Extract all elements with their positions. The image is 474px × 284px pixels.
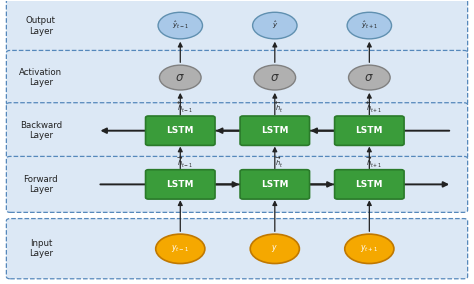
Text: $\sigma$: $\sigma$ xyxy=(175,71,185,84)
FancyBboxPatch shape xyxy=(6,103,468,159)
Text: $\hat{y}_{t-1}$: $\hat{y}_{t-1}$ xyxy=(172,20,189,31)
Text: Forward
Layer: Forward Layer xyxy=(24,175,58,194)
Circle shape xyxy=(158,12,202,39)
FancyBboxPatch shape xyxy=(240,116,310,145)
Text: $y_{t+1}$: $y_{t+1}$ xyxy=(360,243,378,254)
Text: Activation
Layer: Activation Layer xyxy=(19,68,63,87)
Circle shape xyxy=(348,65,390,90)
Text: LSTM: LSTM xyxy=(261,126,289,135)
Text: Backward
Layer: Backward Layer xyxy=(20,121,62,140)
FancyBboxPatch shape xyxy=(335,116,404,145)
FancyBboxPatch shape xyxy=(6,0,468,53)
FancyBboxPatch shape xyxy=(6,219,468,279)
FancyBboxPatch shape xyxy=(6,156,468,212)
Text: $\overleftarrow{h}_{t}$: $\overleftarrow{h}_{t}$ xyxy=(275,101,283,115)
Circle shape xyxy=(253,12,297,39)
Text: $\overleftarrow{h}_{t+1}$: $\overleftarrow{h}_{t+1}$ xyxy=(366,101,382,115)
FancyBboxPatch shape xyxy=(240,170,310,199)
Circle shape xyxy=(347,12,392,39)
Text: LSTM: LSTM xyxy=(356,126,383,135)
Circle shape xyxy=(254,65,296,90)
Text: Output
Layer: Output Layer xyxy=(26,16,56,36)
Text: LSTM: LSTM xyxy=(356,180,383,189)
Text: $\overrightarrow{h}_{t-1}$: $\overrightarrow{h}_{t-1}$ xyxy=(177,156,193,170)
Circle shape xyxy=(159,65,201,90)
Text: $\sigma$: $\sigma$ xyxy=(270,71,280,84)
Text: $y$: $y$ xyxy=(272,243,278,254)
Text: $y_{t-1}$: $y_{t-1}$ xyxy=(171,243,190,254)
Text: LSTM: LSTM xyxy=(261,180,289,189)
Text: LSTM: LSTM xyxy=(166,126,194,135)
FancyBboxPatch shape xyxy=(146,170,215,199)
Text: $\hat{y}$: $\hat{y}$ xyxy=(272,20,278,31)
Text: LSTM: LSTM xyxy=(166,180,194,189)
Circle shape xyxy=(250,234,300,264)
FancyBboxPatch shape xyxy=(335,170,404,199)
FancyBboxPatch shape xyxy=(146,116,215,145)
Text: $\hat{y}_{t+1}$: $\hat{y}_{t+1}$ xyxy=(361,20,378,31)
Text: Input
Layer: Input Layer xyxy=(29,239,53,258)
Circle shape xyxy=(156,234,205,264)
Text: $\overrightarrow{h}_{t+1}$: $\overrightarrow{h}_{t+1}$ xyxy=(366,156,382,170)
Text: $\overleftarrow{h}_{t-1}$: $\overleftarrow{h}_{t-1}$ xyxy=(177,101,193,115)
Text: $\sigma$: $\sigma$ xyxy=(365,71,374,84)
Circle shape xyxy=(345,234,394,264)
Text: $\overrightarrow{h}_{t}$: $\overrightarrow{h}_{t}$ xyxy=(275,156,283,170)
FancyBboxPatch shape xyxy=(6,51,468,105)
